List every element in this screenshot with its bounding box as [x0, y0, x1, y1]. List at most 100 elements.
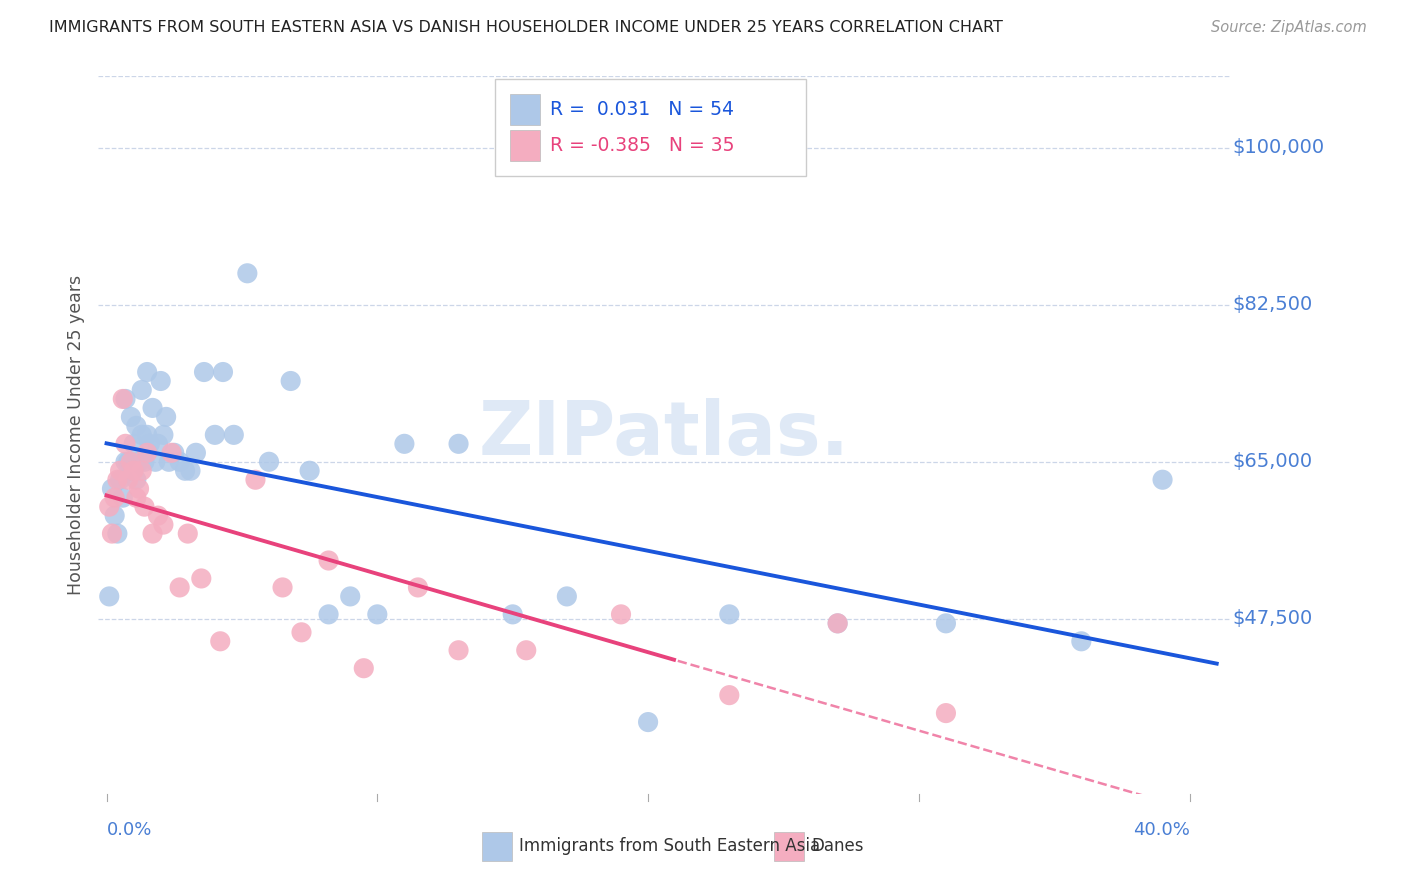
- Point: [98, 590, 121, 604]
- Point: [1152, 473, 1174, 487]
- Point: [177, 526, 200, 541]
- Point: [120, 464, 142, 478]
- Text: $47,500: $47,500: [1233, 609, 1313, 628]
- Text: $65,000: $65,000: [1233, 452, 1313, 471]
- Point: [122, 464, 145, 478]
- Point: [637, 715, 659, 730]
- Point: [502, 607, 524, 622]
- Point: [163, 446, 186, 460]
- Point: [366, 607, 388, 622]
- Point: [1070, 634, 1092, 648]
- Point: [212, 365, 235, 379]
- Point: [257, 455, 280, 469]
- Point: [222, 427, 245, 442]
- Point: [134, 455, 156, 469]
- Point: [143, 455, 166, 469]
- Point: [136, 365, 159, 379]
- Text: Immigrants from South Eastern Asia: Immigrants from South Eastern Asia: [519, 837, 821, 855]
- Point: [152, 517, 174, 532]
- Point: [111, 491, 134, 505]
- FancyBboxPatch shape: [482, 832, 512, 861]
- Point: [245, 473, 267, 487]
- FancyBboxPatch shape: [510, 130, 540, 161]
- Point: [105, 526, 128, 541]
- Text: R =  0.031   N = 54: R = 0.031 N = 54: [550, 100, 734, 119]
- Text: 0.0%: 0.0%: [107, 821, 152, 838]
- Text: $82,500: $82,500: [1233, 295, 1313, 314]
- Point: [142, 526, 165, 541]
- Point: [353, 661, 375, 675]
- Point: [718, 688, 741, 702]
- Point: [125, 491, 148, 505]
- Point: [114, 437, 136, 451]
- Text: R = -0.385   N = 35: R = -0.385 N = 35: [550, 136, 734, 155]
- Point: [155, 409, 177, 424]
- Point: [204, 427, 226, 442]
- Point: [142, 401, 165, 415]
- Point: [447, 643, 470, 657]
- Point: [125, 418, 148, 433]
- Text: 40.0%: 40.0%: [1133, 821, 1189, 838]
- Point: [318, 553, 340, 567]
- Point: [139, 437, 162, 451]
- Point: [131, 427, 153, 442]
- Point: [236, 266, 259, 280]
- Point: [298, 464, 321, 478]
- Point: [108, 473, 131, 487]
- Text: $100,000: $100,000: [1233, 138, 1324, 157]
- Point: [827, 616, 849, 631]
- Point: [718, 607, 741, 622]
- Point: [134, 500, 156, 514]
- Point: [169, 455, 191, 469]
- Point: [179, 464, 201, 478]
- Y-axis label: Householder Income Under 25 years: Householder Income Under 25 years: [66, 275, 84, 595]
- Point: [555, 590, 578, 604]
- Point: [394, 437, 416, 451]
- FancyBboxPatch shape: [510, 95, 540, 125]
- Point: [120, 455, 142, 469]
- Point: [160, 446, 183, 460]
- Point: [136, 446, 159, 460]
- Point: [125, 473, 148, 487]
- Point: [184, 446, 207, 460]
- Point: [152, 427, 174, 442]
- Point: [131, 383, 153, 397]
- Point: [827, 616, 849, 631]
- Point: [193, 365, 215, 379]
- Text: Danes: Danes: [811, 837, 863, 855]
- Point: [136, 427, 159, 442]
- Point: [108, 464, 131, 478]
- Point: [98, 500, 121, 514]
- Point: [271, 581, 294, 595]
- Point: [146, 508, 169, 523]
- Point: [209, 634, 232, 648]
- Point: [104, 508, 127, 523]
- Point: [149, 374, 172, 388]
- Point: [935, 616, 957, 631]
- Point: [101, 526, 124, 541]
- Point: [117, 455, 139, 469]
- FancyBboxPatch shape: [775, 832, 804, 861]
- Point: [515, 643, 537, 657]
- Point: [935, 706, 957, 720]
- Text: Source: ZipAtlas.com: Source: ZipAtlas.com: [1211, 20, 1367, 35]
- Point: [169, 581, 191, 595]
- Point: [114, 392, 136, 406]
- Point: [120, 409, 142, 424]
- Point: [101, 482, 124, 496]
- Point: [105, 473, 128, 487]
- Point: [290, 625, 312, 640]
- FancyBboxPatch shape: [495, 79, 806, 177]
- Point: [128, 455, 150, 469]
- Point: [610, 607, 633, 622]
- Point: [280, 374, 302, 388]
- Point: [104, 491, 127, 505]
- Point: [128, 482, 150, 496]
- Point: [190, 572, 212, 586]
- Point: [146, 437, 169, 451]
- Point: [174, 464, 197, 478]
- Point: [157, 455, 180, 469]
- Point: [406, 581, 429, 595]
- Point: [117, 473, 139, 487]
- Point: [122, 437, 145, 451]
